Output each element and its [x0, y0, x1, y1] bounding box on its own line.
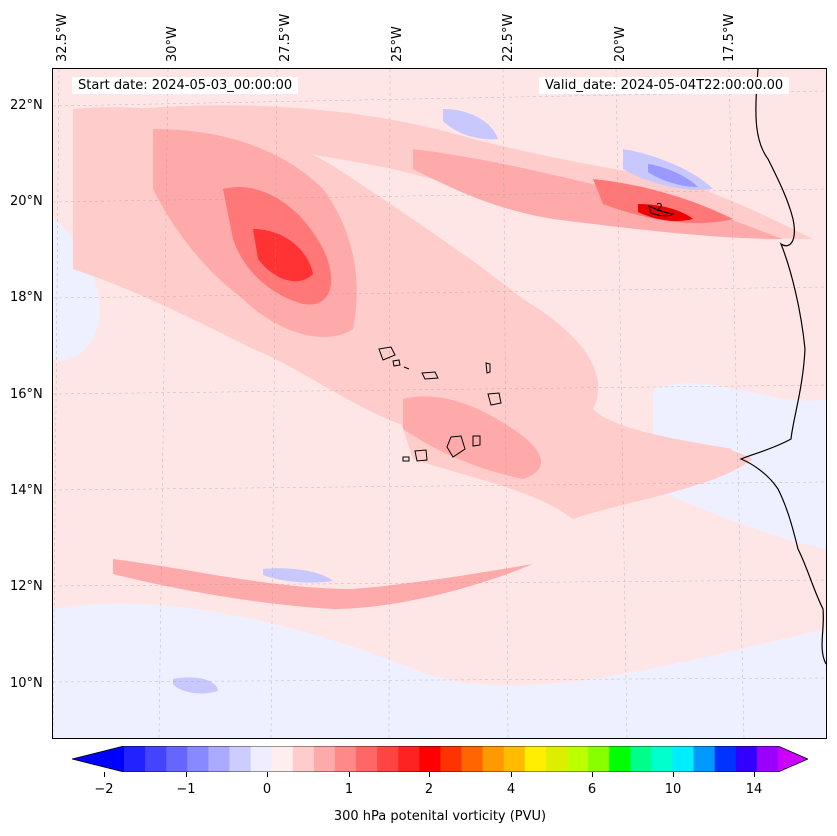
lat-label: 12°N [10, 579, 43, 594]
lon-label: 30°W [165, 26, 180, 62]
colorbar-tick-label: −2 [94, 782, 114, 797]
pv-region-blue-southwest [173, 677, 218, 694]
lat-label: 20°N [10, 194, 43, 209]
colorbar-swatch [250, 746, 273, 772]
colorbar-tick-label: 10 [664, 782, 682, 797]
colorbar-swatch [419, 746, 441, 772]
pv-region-salmon-center [403, 396, 542, 479]
colorbar-swatch [166, 746, 188, 772]
start-date-label: Start date: 2024-05-03_00:00:00 [72, 77, 299, 94]
colorbar-swatch [651, 746, 674, 772]
colorbar-swatch [440, 746, 463, 772]
lat-label: 10°N [10, 676, 43, 691]
colorbar-swatch [124, 746, 146, 772]
colorbar-swatch [735, 746, 758, 772]
colorbar-swatch [145, 746, 167, 772]
lon-label: 22.5°W [501, 13, 516, 62]
colorbar-tick-mark [429, 772, 430, 777]
colorbar-label: 300 hPa potenital vorticity (PVU) [333, 809, 547, 824]
colorbar-swatch [271, 746, 294, 772]
colorbar-swatch [567, 746, 589, 772]
lat-label: 22°N [10, 98, 43, 113]
colorbar-swatch [672, 746, 695, 772]
lat-label: 14°N [10, 483, 43, 498]
colorbar-tick-mark [673, 772, 674, 777]
colorbar-extend-max [778, 746, 808, 772]
colorbar-swatch [482, 746, 505, 772]
pv-field-map: 2 [53, 69, 826, 738]
africa-coastline [739, 69, 826, 665]
colorbar-swatch [313, 746, 336, 772]
pv-region-blue-mid-north [648, 164, 698, 187]
colorbar-swatch [356, 746, 378, 772]
valid-date-label: Valid_date: 2024-05-04T22:00:00.00 [539, 77, 790, 94]
lon-label: 25°W [390, 26, 405, 62]
lat-label: 18°N [10, 290, 43, 305]
pv-region-blue-south [263, 568, 333, 583]
colorbar-swatch [693, 746, 716, 772]
colorbar-tick-mark [186, 772, 187, 777]
lon-label: 20°W [613, 26, 628, 62]
colorbar-tick-mark [104, 772, 105, 777]
contour-line-2pvu [648, 205, 675, 217]
colorbar-swatch [187, 746, 209, 772]
colorbar-tick-label: 6 [587, 782, 597, 797]
colorbar-swatch [398, 746, 420, 772]
colorbar-swatch [229, 746, 252, 772]
pv-streak-red-north [593, 179, 733, 224]
colorbar-swatch [377, 746, 399, 772]
colorbar-swatch [609, 746, 631, 772]
colorbar-swatch [292, 746, 315, 772]
colorbar-tick-label: 2 [424, 782, 434, 797]
contour-label: 2 [656, 201, 663, 214]
cape-verde-islands [378, 346, 502, 462]
colorbar [72, 746, 808, 772]
colorbar-tick-label: 4 [506, 782, 516, 797]
map-gridlines [53, 69, 826, 738]
pv-region-near-zero-west [53, 219, 100, 361]
map-plot-area: 2 Start date: 2024-05-03_00:00:00 Valid_… [52, 68, 827, 739]
colorbar-tick-mark [349, 772, 350, 777]
colorbar-tick-mark [754, 772, 755, 777]
colorbar-swatch [208, 746, 230, 772]
lat-label: 16°N [10, 387, 43, 402]
colorbar-swatch [461, 746, 484, 772]
colorbar-swatch [545, 746, 568, 772]
colorbar-tick-label: 14 [745, 782, 763, 797]
pv-streak-salmon-south [113, 559, 533, 609]
lon-label: 32.5°W [55, 13, 70, 62]
colorbar-extend-min [72, 746, 124, 772]
colorbar-swatch [503, 746, 526, 772]
lon-label: 17.5°W [722, 13, 737, 62]
colorbar-tick-label: 0 [262, 782, 272, 797]
colorbar-swatch [630, 746, 652, 772]
colorbar-swatch [756, 746, 779, 772]
colorbar-swatch [588, 746, 610, 772]
lon-label: 27.5°W [278, 13, 293, 62]
colorbar-swatch [524, 746, 547, 772]
colorbar-tick-mark [511, 772, 512, 777]
pv-region-near-zero-south [53, 603, 826, 738]
pv-region-blue-ne [443, 109, 498, 140]
pv-region-red-core [253, 229, 313, 282]
colorbar-swatch [714, 746, 737, 772]
colorbar-tick-label: −1 [176, 782, 196, 797]
colorbar-tick-label: 1 [344, 782, 354, 797]
colorbar-swatch [334, 746, 357, 772]
colorbar-tick-mark [267, 772, 268, 777]
colorbar-tick-mark [592, 772, 593, 777]
